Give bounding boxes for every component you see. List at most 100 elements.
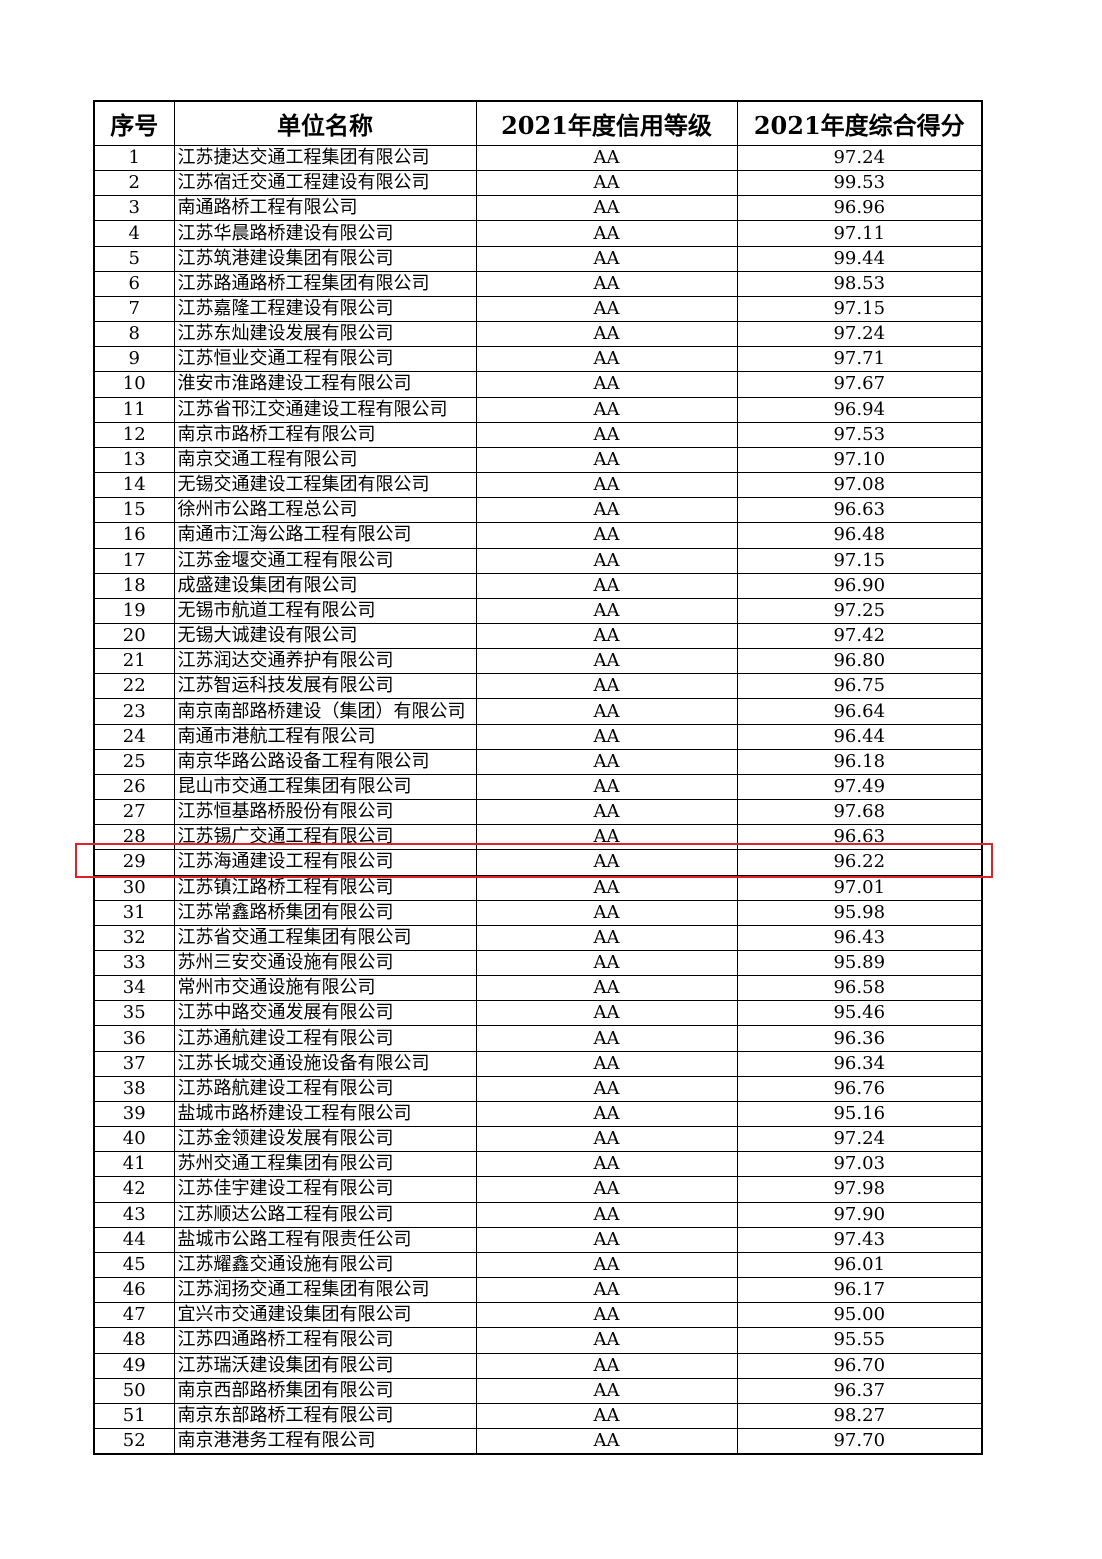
score: 96.17 <box>736 1277 983 1304</box>
table-row: 52 南京港港务工程有限公司 AA 97.70 <box>93 1427 983 1455</box>
score: 97.49 <box>736 773 983 801</box>
table-row: 50 南京西部路桥集团有限公司 AA 96.37 <box>93 1377 983 1404</box>
company-name: 南通路桥工程有限公司 <box>173 195 477 222</box>
score: 96.76 <box>736 1075 983 1102</box>
row-number: 49 <box>93 1352 175 1379</box>
company-name: 南京港港务工程有限公司 <box>173 1427 477 1455</box>
company-name: 江苏金领建设发展有限公司 <box>173 1126 477 1153</box>
score: 97.98 <box>736 1176 983 1203</box>
row-number: 37 <box>93 1050 175 1077</box>
company-name: 昆山市交通工程集团有限公司 <box>173 773 477 801</box>
table-row: 15 徐州市公路工程总公司 AA 96.63 <box>93 497 983 524</box>
company-name: 江苏润达交通养护有限公司 <box>173 648 477 675</box>
company-name: 江苏金堰交通工程有限公司 <box>173 547 477 574</box>
score: 96.63 <box>736 824 983 851</box>
score: 96.36 <box>736 1025 983 1052</box>
credit-grade: AA <box>475 522 738 549</box>
header-cell: 2021年度综合得分 <box>736 100 983 146</box>
credit-grade: AA <box>475 195 738 222</box>
table-row: 44 盐城市公路工程有限责任公司 AA 97.43 <box>93 1226 983 1253</box>
table-row: 51 南京东部路桥工程有限公司 AA 98.27 <box>93 1402 983 1429</box>
company-name: 江苏通航建设工程有限公司 <box>173 1025 477 1052</box>
company-name: 南京华路公路设备工程有限公司 <box>173 748 477 775</box>
credit-grade: AA <box>475 144 738 172</box>
table-row: 20 无锡大诚建设有限公司 AA 97.42 <box>93 622 983 650</box>
score: 98.27 <box>736 1402 983 1429</box>
score: 96.75 <box>736 673 983 700</box>
score: 96.34 <box>736 1050 983 1077</box>
header-cell: 单位名称 <box>173 100 477 146</box>
score: 97.24 <box>736 144 983 172</box>
table-row: 37 江苏长城交通设施设备有限公司 AA 96.34 <box>93 1050 983 1077</box>
company-name: 江苏嘉隆工程建设有限公司 <box>173 295 477 323</box>
row-number: 51 <box>93 1402 175 1429</box>
credit-grade: AA <box>475 622 738 650</box>
table-row: 43 江苏顺达公路工程有限公司 AA 97.90 <box>93 1201 983 1228</box>
company-name: 江苏路航建设工程有限公司 <box>173 1075 477 1102</box>
company-name: 江苏中路交通发展有限公司 <box>173 1000 477 1027</box>
credit-grade: AA <box>475 1427 738 1455</box>
credit-grade: AA <box>475 1377 738 1404</box>
table-row: 2 江苏宿迁交通工程建设有限公司 AA 99.53 <box>93 170 983 197</box>
row-number: 34 <box>93 975 175 1002</box>
score: 96.96 <box>736 195 983 222</box>
company-name: 苏州三安交通设施有限公司 <box>173 949 477 977</box>
row-number: 43 <box>93 1201 175 1228</box>
credit-grade: AA <box>475 1176 738 1203</box>
row-number: 3 <box>93 195 175 222</box>
credit-grade: AA <box>475 1352 738 1379</box>
score: 96.58 <box>736 975 983 1002</box>
credit-grade: AA <box>475 648 738 675</box>
score: 97.67 <box>736 371 983 398</box>
row-number: 44 <box>93 1226 175 1253</box>
company-name: 徐州市公路工程总公司 <box>173 497 477 524</box>
row-number: 46 <box>93 1277 175 1304</box>
company-name: 江苏省邗江交通建设工程有限公司 <box>173 396 477 423</box>
table-row: 48 江苏四通路桥工程有限公司 AA 95.55 <box>93 1327 983 1354</box>
row-number: 6 <box>93 270 175 297</box>
company-name: 南京西部路桥集团有限公司 <box>173 1377 477 1404</box>
row-number: 31 <box>93 899 175 926</box>
company-name: 江苏省交通工程集团有限公司 <box>173 924 477 952</box>
row-number: 9 <box>93 346 175 373</box>
company-name: 江苏智运科技发展有限公司 <box>173 673 477 700</box>
credit-grade: AA <box>475 1050 738 1077</box>
score: 97.90 <box>736 1201 983 1228</box>
credit-grade: AA <box>475 1201 738 1228</box>
credit-grade: AA <box>475 723 738 750</box>
row-number: 10 <box>93 371 175 398</box>
score: 97.01 <box>736 874 983 901</box>
table-row: 47 宜兴市交通建设集团有限公司 AA 95.00 <box>93 1302 983 1329</box>
row-number: 16 <box>93 522 175 549</box>
row-number: 45 <box>93 1251 175 1279</box>
table-row: 45 江苏耀鑫交通设施有限公司 AA 96.01 <box>93 1251 983 1279</box>
score: 97.10 <box>736 446 983 474</box>
credit-grade: AA <box>475 1100 738 1128</box>
row-number: 23 <box>93 698 175 725</box>
row-number: 18 <box>93 572 175 599</box>
company-name: 江苏华晨路桥建设有限公司 <box>173 220 477 247</box>
table-header: 序号 单位名称 2021年度信用等级 2021年度综合得分 <box>93 100 983 146</box>
table-row: 18 成盛建设集团有限公司 AA 96.90 <box>93 572 983 599</box>
table-row: 1 江苏捷达交通工程集团有限公司 AA 97.24 <box>93 144 983 172</box>
row-number: 14 <box>93 472 175 499</box>
credit-grade: AA <box>475 421 738 448</box>
credit-grade: AA <box>475 472 738 499</box>
credit-grade: AA <box>475 1277 738 1304</box>
company-name: 盐城市公路工程有限责任公司 <box>173 1226 477 1253</box>
highlight-box <box>75 843 993 878</box>
table-row: 5 江苏筑港建设集团有限公司 AA 99.44 <box>93 245 983 272</box>
table-row: 16 南通市江海公路工程有限公司 AA 96.48 <box>93 522 983 549</box>
row-number: 42 <box>93 1176 175 1203</box>
table-row: 6 江苏路通路桥工程集团有限公司 AA 98.53 <box>93 270 983 297</box>
credit-grade: AA <box>475 170 738 197</box>
row-number: 7 <box>93 295 175 323</box>
company-name: 江苏恒业交通工程有限公司 <box>173 346 477 373</box>
credit-grade: AA <box>475 673 738 700</box>
row-number: 48 <box>93 1327 175 1354</box>
table-row: 3 南通路桥工程有限公司 AA 96.96 <box>93 195 983 222</box>
row-number: 36 <box>93 1025 175 1052</box>
score: 95.00 <box>736 1302 983 1329</box>
row-number: 39 <box>93 1100 175 1128</box>
